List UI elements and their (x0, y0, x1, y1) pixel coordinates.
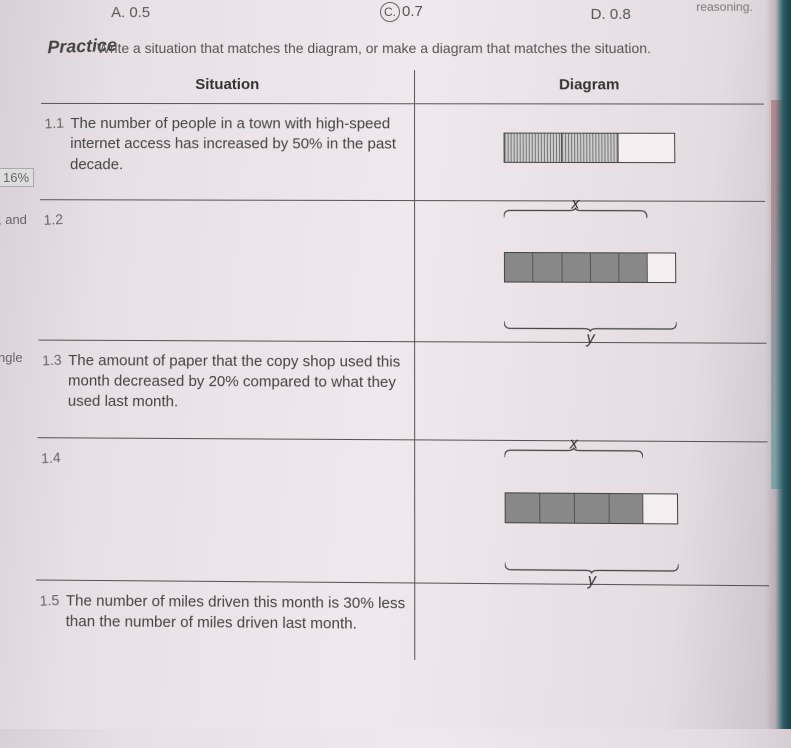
col-header-situation: Situation (41, 70, 415, 104)
question-number: 1.4 (41, 448, 61, 468)
margin-fragment-16: 16% (0, 168, 34, 187)
tape-diagram: x y (504, 223, 677, 317)
diagram-cell: x y (415, 200, 766, 343)
bar-segment (648, 253, 676, 282)
margin-fragment-and: , and (0, 212, 27, 227)
diagram-cell (415, 582, 770, 663)
situation-text: The number of people in a town with high… (70, 115, 396, 173)
y-label: y (586, 328, 594, 350)
bar-segment (540, 493, 575, 522)
situation-cell: 1.4 (36, 437, 415, 582)
bar-segment (609, 494, 644, 523)
situation-cell: 1.5 The number of miles driven this mont… (35, 579, 415, 660)
table-row: 1.4 x y (36, 437, 769, 585)
section-header: Practice Write a situation that matches … (41, 36, 763, 70)
bar-segment (534, 253, 563, 282)
mc-choices-row: A. 0.5 C.0.7 D. 0.8 reasoning. (42, 0, 764, 36)
table-row: 1.1 The number of people in a town with … (40, 103, 765, 201)
table-row: 1.5 The number of miles driven this mont… (35, 579, 770, 663)
y-label: y (588, 569, 596, 591)
situation-cell: 1.1 The number of people in a town with … (40, 103, 415, 200)
choice-d: D. 0.8 (591, 6, 631, 23)
bar-segment (591, 253, 620, 282)
table-row: 1.2 x y (38, 199, 766, 343)
situation-text: The amount of paper that the copy shop u… (68, 352, 401, 411)
situation-cell: 1.3 The amount of paper that the copy sh… (37, 340, 415, 440)
margin-fragment-ngle: ngle (0, 350, 23, 365)
diagram-cell (415, 341, 767, 441)
bar-segment (618, 134, 674, 162)
tape-diagram: x y (505, 463, 679, 559)
bar (504, 133, 676, 164)
reasoning-fragment: reasoning. (696, 0, 753, 14)
question-number: 1.5 (39, 590, 59, 610)
bar-segment (644, 494, 678, 523)
diagram-cell: x y (415, 439, 769, 585)
col-header-diagram: Diagram (415, 70, 764, 104)
choice-c: C.0.7 (380, 2, 423, 22)
question-number: 1.2 (43, 210, 63, 230)
bar-segment (562, 134, 619, 162)
tape-diagram (504, 127, 676, 170)
situation-diagram-table: Situation Diagram 1.1 The number of peop… (35, 70, 770, 663)
question-number: 1.3 (42, 350, 62, 370)
question-number: 1.1 (44, 113, 64, 133)
table-row: 1.3 The amount of paper that the copy sh… (37, 340, 767, 442)
instruction-text: Write a situation that matches the diagr… (97, 40, 651, 56)
x-label: x (570, 433, 578, 455)
bar-segment (506, 493, 541, 522)
choice-c-value: 0.7 (402, 3, 423, 20)
situation-text: The number of miles driven this month is… (66, 592, 406, 633)
choice-c-letter: C. (380, 2, 400, 22)
bar-segment (562, 253, 591, 282)
textbook-page: A. 0.5 C.0.7 D. 0.8 reasoning. Practice … (34, 0, 771, 748)
bar (505, 492, 679, 524)
bar-segment (505, 253, 534, 282)
bar-segment (619, 253, 648, 282)
bar-segment (575, 493, 610, 522)
diagram-cell (415, 104, 765, 201)
bar-segment (505, 134, 562, 162)
bar (504, 252, 676, 283)
x-label: x (571, 193, 579, 215)
situation-cell: 1.2 (38, 199, 415, 341)
choice-a: A. 0.5 (111, 4, 150, 21)
